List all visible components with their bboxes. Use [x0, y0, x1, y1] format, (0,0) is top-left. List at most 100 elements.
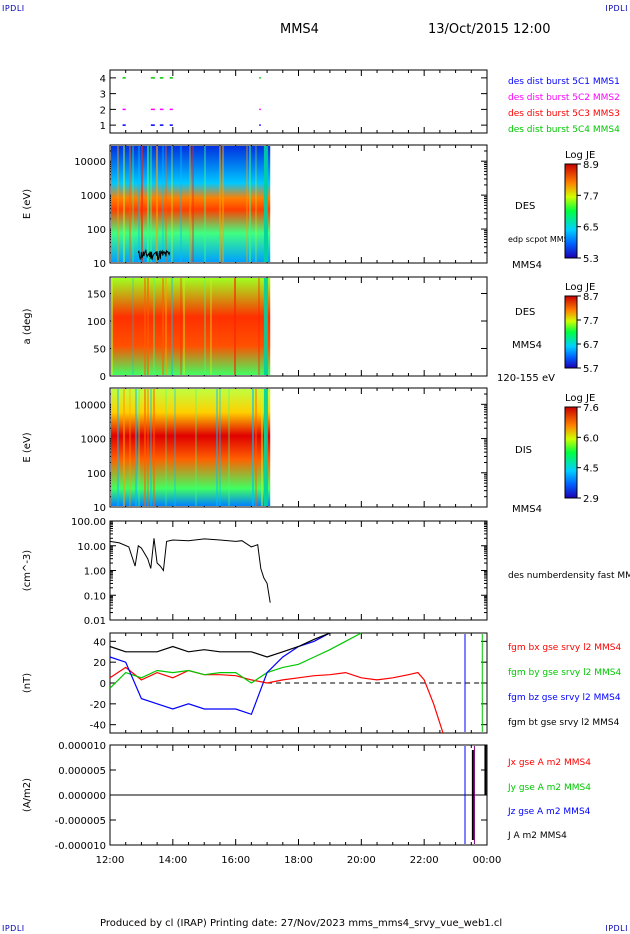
y-tick-label: 1: [100, 121, 106, 132]
x-tick-label: 12:00: [96, 855, 125, 866]
heatmap-stripe: [255, 146, 257, 262]
heatmap-stripe: [150, 389, 152, 506]
y-tick-label: 3: [100, 90, 106, 101]
heatmap-stripe: [192, 146, 194, 262]
panel-des_energy: 10 100 1000 10000 E (eV) DES edp scpot MMS4 MMS…: [22, 144, 574, 271]
colorbar-tick-label: 6.5: [583, 223, 599, 234]
heatmap-stripe: [180, 278, 182, 375]
colorbar-title: Log JE: [565, 282, 595, 293]
heatmap-stripe: [156, 146, 158, 262]
panel-frame: [109, 69, 488, 134]
heatmap-stripe: [144, 389, 146, 506]
heatmap-stripe: [180, 146, 182, 262]
y-tick-label: 10000: [74, 157, 106, 168]
heatmap-fill: [111, 278, 271, 375]
x-tick-label: 22:00: [410, 855, 439, 866]
panel-burst: 1 2 3 4 des dist burst 5C1 MMS1 des dist burs…: [100, 69, 620, 135]
y-tick-label: 1000: [81, 191, 106, 202]
y-tick-label: 50: [93, 345, 106, 356]
spacecraft-title: MMS4: [280, 22, 319, 37]
panel-side-label: DES: [515, 201, 535, 212]
colorbar-tick-label: 6.7: [583, 340, 599, 351]
panel-side-label: MMS4: [512, 504, 542, 515]
heatmap-stripe: [263, 278, 268, 375]
y-tick-label: 20: [93, 658, 106, 669]
y-tick-label: -40: [90, 721, 106, 732]
heatmap-stripe: [261, 389, 263, 506]
colorbar-tick-label: 2.9: [583, 494, 599, 505]
heatmap-stripe: [138, 146, 140, 262]
y-tick-label: 10.00: [77, 542, 106, 553]
colorbar-des_pitch: Log JE8.7 7.7 6.7 5.7: [564, 282, 599, 375]
heatmap-stripe: [255, 389, 257, 506]
heatmap-stripe: [135, 389, 137, 506]
legend-entry: fgm bt gse srvy l2 MMS4: [508, 718, 620, 728]
heatmap-stripe: [132, 278, 134, 375]
y-tick-label: -20: [90, 700, 106, 711]
heatmap-stripe: [204, 278, 206, 375]
heatmap-stripe: [189, 146, 191, 262]
heatmap-stripe: [162, 146, 164, 262]
y-axis-label: a (deg): [22, 308, 33, 344]
heatmap-stripe: [129, 146, 131, 262]
heatmap-cells: [111, 146, 271, 262]
heatmap-stripe: [171, 146, 173, 262]
colorbar-tick-label: 4.5: [583, 464, 599, 475]
heatmap-stripe: [153, 389, 155, 506]
heatmap-stripe: [129, 389, 131, 506]
y-tick-label: 100: [87, 469, 106, 480]
heatmap-stripe: [123, 146, 125, 262]
heatmap-stripe: [204, 146, 206, 262]
heatmap-stripe: [165, 389, 167, 506]
panel-density: 0.01 0.10 1.00 10.00 100.00 (cm^-3) des number…: [22, 517, 630, 627]
heatmap-fill: [111, 146, 271, 262]
heatmap-stripe: [249, 146, 251, 262]
corner-label-top-left: IPDLI: [2, 4, 25, 13]
heatmap-stripe: [252, 389, 254, 506]
y-tick-label: 1000: [81, 435, 106, 446]
field-series-line: [109, 632, 331, 658]
y-tick-label: 10: [93, 503, 106, 514]
colorbar-tick-label: 7.7: [583, 191, 599, 202]
colorbar-tick-label: 7.7: [583, 316, 599, 327]
field-series-line: [109, 666, 444, 734]
panel-side-label: DES: [515, 307, 535, 318]
colorbar-scale: [564, 406, 578, 499]
panel-side-label: MMS4: [512, 260, 542, 271]
heatmap-stripe: [165, 146, 167, 262]
y-tick-label: 100: [87, 225, 106, 236]
heatmap-stripe: [183, 278, 185, 375]
colorbar-scale: [564, 163, 578, 259]
colorbar-scale: [564, 295, 578, 369]
y-tick-label: 0.01: [84, 616, 106, 627]
y-tick-label: 0.10: [84, 591, 106, 602]
heatmap-stripe: [165, 278, 167, 375]
y-tick-label: 0: [100, 679, 106, 690]
panel-frame: [109, 520, 488, 621]
colorbar-tick-label: 5.3: [583, 254, 599, 265]
heatmap-stripe: [117, 389, 119, 506]
heatmap-stripe: [117, 146, 119, 262]
colorbar-tick-label: 8.7: [583, 292, 599, 303]
legend-entry: J A m2 MMS4: [507, 831, 567, 841]
legend-entry: Jx gse A m2 MMS4: [507, 758, 591, 768]
x-tick-label: 18:00: [284, 855, 313, 866]
heatmap-stripe: [174, 389, 176, 506]
scpot-series-line: [137, 249, 171, 261]
heatmap-stripe: [123, 389, 125, 506]
x-tick-label: 14:00: [158, 855, 187, 866]
colorbar-des_energy: Log JE8.9 7.7 6.5 5.3: [564, 150, 599, 265]
legend-entry: des dist burst 5C1 MMS1: [508, 77, 620, 87]
heatmap-stripe: [219, 389, 221, 506]
panel-des_pitch: 0 50 100 150 a (deg) DES MMS4 120-155 eV: [22, 276, 555, 384]
y-axis-label: E (eV): [22, 189, 33, 219]
y-axis-label: (cm^-3): [22, 550, 33, 591]
y-tick-label: 0.000005: [58, 766, 106, 777]
heatmap-stripe: [150, 146, 152, 262]
colorbar-title: Log JE: [565, 393, 595, 404]
corner-label-bottom-right: IPDLI: [605, 924, 628, 933]
heatmap-stripe: [228, 389, 230, 506]
heatmap-stripe: [144, 278, 146, 375]
density-series-line: [109, 538, 271, 603]
